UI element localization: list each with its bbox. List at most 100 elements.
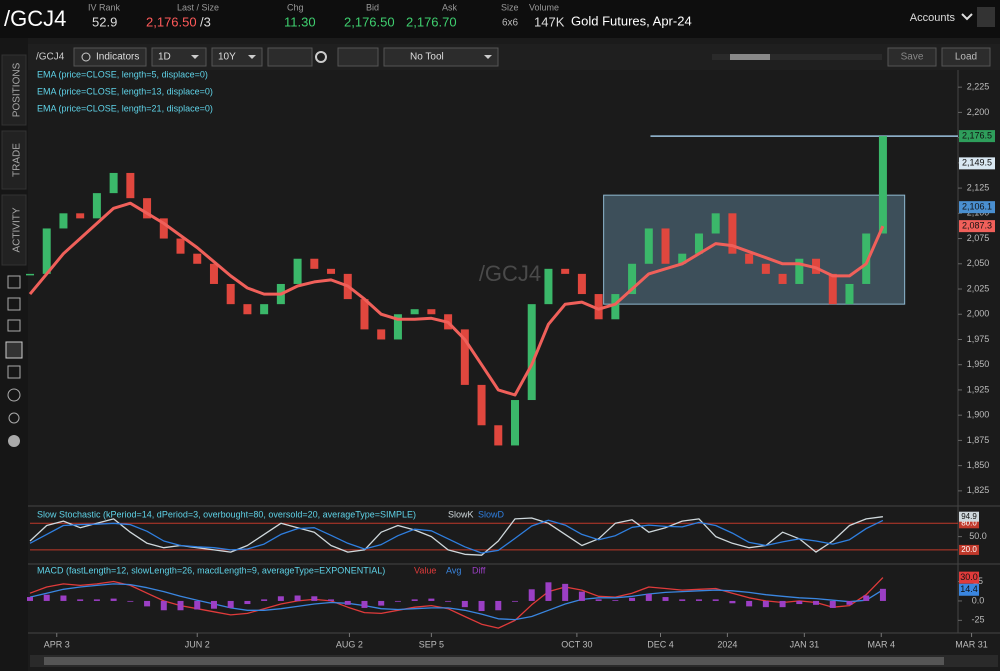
symbol: /GCJ4	[4, 6, 66, 31]
candle	[862, 233, 871, 284]
x-tick-label: AUG 2	[336, 639, 363, 649]
candle	[176, 238, 185, 254]
x-tick-label: MAR 4	[868, 639, 896, 649]
tab-label[interactable]: ACTIVITY	[12, 207, 23, 252]
candle	[728, 213, 737, 254]
tab[interactable]	[1, 130, 27, 190]
legend-entry: EMA (price=CLOSE, length=13, displace=0)	[37, 86, 213, 96]
dropdown[interactable]	[383, 47, 499, 67]
caret	[484, 55, 492, 59]
description: Gold Futures, Apr-24	[571, 13, 692, 28]
candle	[360, 299, 369, 330]
y-tick-label: 0.0	[972, 595, 985, 605]
button-label[interactable]: Save	[901, 52, 924, 63]
level-label: 80.0	[961, 518, 977, 527]
dropdown[interactable]	[211, 47, 263, 67]
histogram-bar	[110, 598, 117, 601]
draw-button[interactable]	[337, 47, 379, 67]
tab[interactable]	[1, 194, 27, 266]
button[interactable]	[73, 47, 147, 67]
histogram-bar	[43, 594, 50, 601]
y-tick-label: 50.0	[969, 531, 987, 541]
last-label-bg	[959, 157, 995, 170]
last-label-bg	[959, 511, 979, 522]
histogram-bar	[160, 600, 167, 611]
zoom-thumb[interactable]	[730, 54, 770, 60]
icon-active[interactable]	[5, 341, 23, 359]
histogram-bar	[411, 599, 418, 601]
last-label-bg	[959, 571, 979, 584]
histogram-bar	[261, 599, 268, 601]
icon[interactable]	[7, 365, 21, 379]
accounts-menu[interactable]	[977, 7, 995, 27]
histogram-bar	[445, 600, 452, 602]
dropdown-label[interactable]: 1D	[158, 52, 171, 63]
candle	[628, 263, 637, 295]
candle	[427, 309, 436, 315]
field-label: Bid	[366, 2, 379, 12]
button-label[interactable]: Indicators	[96, 52, 139, 63]
x-tick-label: JAN 31	[790, 639, 820, 649]
histogram-bar	[311, 596, 318, 601]
candle	[109, 172, 118, 194]
caret	[248, 55, 256, 59]
candle	[644, 228, 653, 264]
panel-title: MACD (fastLength=12, slowLength=26, macd…	[37, 565, 385, 575]
field-value: 2,176.50	[344, 14, 395, 29]
zoom-track[interactable]	[712, 54, 882, 60]
histogram-bar	[127, 600, 134, 602]
histogram-bar	[177, 600, 184, 611]
accounts[interactable]: Accounts	[910, 12, 956, 24]
style-button[interactable]	[267, 47, 313, 67]
dropdown-label[interactable]: 10Y	[218, 52, 236, 63]
histogram-bar	[746, 600, 753, 607]
icon[interactable]	[7, 388, 21, 402]
legend-entry: EMA (price=CLOSE, length=5, displace=0)	[37, 69, 208, 79]
field-label: Ask	[442, 2, 458, 12]
histogram-bar	[495, 600, 502, 611]
button-label[interactable]: Load	[955, 52, 977, 63]
tab-label[interactable]: TRADE	[12, 143, 23, 177]
last-label: 2,176.5	[962, 130, 992, 140]
dropdown[interactable]	[151, 47, 207, 67]
button[interactable]	[941, 47, 991, 67]
legend-entry: Avg	[446, 565, 461, 575]
icon[interactable]	[8, 412, 20, 424]
candle	[159, 218, 168, 239]
candle	[410, 309, 419, 315]
icon[interactable]	[7, 297, 21, 311]
dropdown-label[interactable]: No Tool	[410, 52, 444, 63]
tab[interactable]	[1, 54, 27, 126]
settings[interactable]	[315, 51, 327, 63]
histogram-bar	[645, 593, 652, 601]
level-label: 20.0	[961, 545, 977, 554]
icon[interactable]	[8, 435, 20, 447]
histogram-bar	[729, 600, 736, 604]
candle	[209, 263, 218, 284]
candle	[143, 198, 152, 219]
field-value: 2,176.50	[146, 14, 197, 29]
x-tick-label: 2024	[717, 639, 737, 649]
button[interactable]	[887, 47, 937, 67]
legend-entry: Diff	[472, 565, 486, 575]
last-label-bg	[959, 201, 995, 214]
candle	[92, 193, 101, 219]
accounts-chevron[interactable]	[961, 13, 973, 21]
candle	[327, 268, 336, 274]
candle	[795, 258, 804, 284]
icon[interactable]	[7, 319, 21, 332]
y-tick-label: 1,950	[967, 359, 990, 369]
icon[interactable]	[7, 275, 21, 289]
level-label-bg	[959, 544, 979, 555]
panel-title: Slow Stochastic (kPeriod=14, dPeriod=3, …	[37, 509, 416, 519]
y-tick-label: 1,850	[967, 460, 990, 470]
candle	[745, 253, 754, 264]
scroll-thumb[interactable]	[44, 657, 944, 665]
histogram-bar	[879, 588, 886, 601]
histogram-bar	[846, 600, 853, 605]
sidebar: POSITIONS TRADE ACTIVITY	[1, 54, 27, 447]
histogram-bar	[244, 600, 251, 605]
histogram-bar	[695, 599, 702, 601]
tab-label[interactable]: POSITIONS	[12, 62, 23, 117]
